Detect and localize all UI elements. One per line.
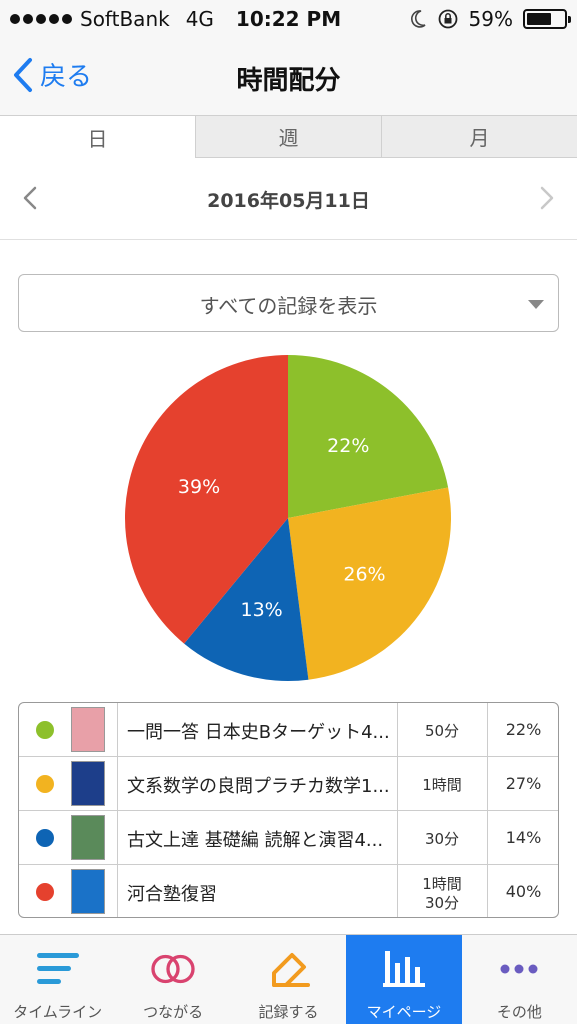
tab-connect-label: つながる (143, 1003, 204, 1021)
tab-connect[interactable]: つながる (115, 935, 230, 1024)
column-divider (117, 811, 118, 864)
next-day-arrow-icon[interactable] (535, 184, 559, 212)
tab-timeline[interactable]: タイムライン (0, 935, 115, 1024)
records-table: 一問一答 日本史Bターゲット4... 50分 22% 文系数学の良問プラチカ数学1..… (18, 702, 559, 918)
rotation-lock-icon (438, 9, 457, 29)
timeline-icon (36, 953, 79, 984)
tab-mypage-label: マイページ (366, 1003, 442, 1021)
status-right: 59% (409, 7, 571, 31)
tab-more[interactable]: その他 (462, 935, 577, 1024)
record-filter-dropdown[interactable]: すべての記録を表示 (18, 274, 559, 332)
chevron-left-icon (14, 57, 32, 92)
bottom-tab-bar: タイムライン つながる 記録する マイページ その他 (0, 934, 577, 1024)
record-duration: 30分 (424, 894, 460, 912)
status-bar: SoftBank 4G 10:22 PM 59% (0, 0, 577, 40)
legend-color-dot (36, 775, 54, 793)
record-name: 河合塾復習 (127, 884, 217, 905)
more-dots-icon (500, 964, 538, 974)
current-date: 2016年05月11日 (207, 190, 370, 212)
record-percent: 22% (505, 720, 542, 739)
column-divider (117, 757, 118, 810)
record-percent: 14% (505, 828, 542, 847)
page-title: 時間配分 (236, 66, 341, 96)
navigation-bar: 戻る 時間配分 (0, 40, 577, 116)
pie-slice (184, 518, 309, 681)
record-percent: 40% (505, 882, 542, 901)
column-divider (397, 811, 398, 864)
pencil-record-icon (271, 953, 310, 987)
connect-rings-icon (151, 954, 195, 984)
tab-month[interactable]: 月 (381, 116, 577, 158)
tab-record-label: 記録する (258, 1003, 319, 1021)
network-type: 4G (185, 7, 214, 31)
legend-color-dot (36, 721, 54, 739)
legend-color-dot (36, 829, 54, 847)
book-cover-thumbnail (71, 815, 105, 860)
record-name: 一問一答 日本史Bターゲット4... (127, 722, 390, 743)
column-divider (487, 811, 488, 864)
book-cover-thumbnail (71, 707, 105, 752)
tab-mypage[interactable]: マイページ (346, 935, 462, 1024)
record-duration: 30分 (424, 830, 460, 848)
record-row[interactable]: 古文上達 基礎編 読解と演習4... 30分 14% (19, 811, 558, 865)
record-name: 文系数学の良問プラチカ数学1... (127, 776, 390, 797)
signal-strength-icon (10, 14, 72, 24)
pie-slice (288, 487, 451, 680)
tab-day-label: 日 (87, 126, 108, 151)
previous-day-arrow-icon[interactable] (18, 184, 42, 212)
battery-icon (523, 9, 571, 29)
back-button[interactable]: 戻る (12, 56, 92, 93)
record-row[interactable]: 河合塾復習 1時間 30分 40% (19, 865, 558, 917)
record-duration: 1時間 (422, 875, 462, 893)
pie-chart-svg: 22% 26% 13% 39% (125, 355, 451, 681)
legend-color-dot (36, 883, 54, 901)
column-divider (117, 865, 118, 917)
column-divider (397, 757, 398, 810)
column-divider (487, 703, 488, 756)
record-row[interactable]: 文系数学の良問プラチカ数学1... 1時間 27% (19, 757, 558, 811)
book-cover-thumbnail (71, 761, 105, 806)
tab-week[interactable]: 週 (195, 116, 381, 158)
pie-slice-label: 26% (343, 564, 385, 586)
record-percent: 27% (505, 774, 542, 793)
record-filter-value: すべての記録を表示 (199, 294, 378, 318)
pie-slice-label: 22% (327, 435, 369, 457)
carrier-name: SoftBank (80, 7, 170, 31)
bar-chart-icon (382, 951, 425, 987)
tab-day[interactable]: 日 (0, 116, 195, 158)
record-row[interactable]: 一問一答 日本史Bターゲット4... 50分 22% (19, 703, 558, 757)
column-divider (117, 703, 118, 756)
tab-timeline-label: タイムライン (13, 1003, 103, 1021)
period-tabs: 日 週 月 (0, 116, 577, 158)
tab-record[interactable]: 記録する (231, 935, 346, 1024)
record-duration: 1時間 (422, 776, 462, 794)
column-divider (397, 865, 398, 917)
tab-month-label: 月 (469, 126, 490, 150)
pie-slice (125, 355, 288, 644)
date-selector: 2016年05月11日 (0, 158, 577, 240)
status-left: SoftBank 4G (10, 7, 214, 31)
tab-week-label: 週 (278, 126, 299, 150)
record-duration: 50分 (424, 722, 460, 740)
column-divider (487, 757, 488, 810)
back-button-label: 戻る (40, 62, 93, 92)
column-divider (487, 865, 488, 917)
pie-slice-label: 39% (178, 476, 220, 498)
battery-percent: 59% (468, 7, 513, 31)
book-cover-thumbnail (71, 869, 105, 914)
pie-slice (288, 355, 449, 518)
time-allocation-pie-chart: 22% 26% 13% 39% (120, 350, 456, 686)
moon-icon (410, 10, 426, 28)
column-divider (397, 703, 398, 756)
tab-more-label: その他 (496, 1003, 542, 1021)
dropdown-caret-icon (528, 300, 544, 309)
record-name: 古文上達 基礎編 読解と演習4... (127, 830, 384, 851)
pie-slice-label: 13% (241, 599, 283, 621)
status-time: 10:22 PM (235, 7, 342, 31)
